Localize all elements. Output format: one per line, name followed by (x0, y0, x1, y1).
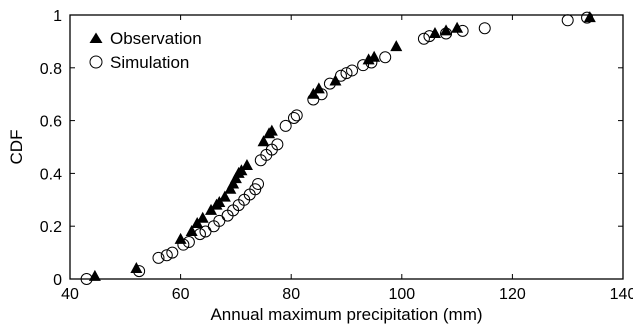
legend-observation-label: Observation (110, 29, 202, 48)
x-tick-label: 140 (610, 286, 633, 303)
axis-ticks: 40 60 80 100 120 140 0 0.2 0.4 0.6 0.8 1 (40, 8, 633, 303)
simulation-point (152, 251, 165, 264)
y-axis-label: CDF (7, 130, 26, 165)
observation-point (257, 135, 270, 147)
simulation-point (279, 119, 292, 132)
simulation-point (160, 249, 173, 262)
legend: Observation Simulation (89, 29, 202, 72)
observation-point (218, 190, 231, 202)
observation-point (329, 74, 342, 86)
observation-point (130, 261, 143, 273)
observation-point (583, 11, 596, 23)
legend-simulation-label: Simulation (110, 53, 189, 72)
y-tick-label: 0.4 (40, 166, 62, 183)
simulation-point (379, 51, 392, 64)
observation-point (185, 224, 198, 236)
observation-point (240, 158, 253, 170)
simulation-point (417, 32, 430, 45)
simulation-point (287, 111, 300, 124)
observation-point (428, 26, 441, 38)
legend-simulation-marker (89, 55, 103, 69)
observation-point (368, 50, 381, 62)
observation-point (312, 82, 325, 94)
y-tick-label: 0 (53, 272, 62, 289)
simulation-point (252, 177, 265, 190)
observation-point (390, 40, 403, 52)
y-tick-label: 0.6 (40, 114, 62, 131)
observation-point (451, 21, 464, 33)
data-points (80, 11, 596, 285)
y-tick-label: 0.2 (40, 219, 62, 236)
observation-point (174, 232, 187, 244)
simulation-point (357, 59, 370, 72)
simulation-point (561, 14, 574, 27)
x-tick-label: 40 (61, 286, 79, 303)
x-axis-label: Annual maximum precipitation (mm) (210, 305, 482, 324)
x-tick-label: 100 (388, 286, 415, 303)
simulation-point (166, 246, 179, 259)
x-tick-label: 80 (282, 286, 300, 303)
observation-point (265, 124, 278, 136)
simulation-point (346, 64, 359, 77)
x-tick-label: 60 (172, 286, 190, 303)
observation-point (196, 211, 209, 223)
plot-frame (69, 14, 624, 280)
simulation-point (271, 138, 284, 151)
legend-observation-marker (89, 32, 103, 43)
x-tick-label: 120 (499, 286, 526, 303)
y-tick-label: 0.8 (40, 61, 62, 78)
y-tick-label: 1 (53, 8, 62, 25)
observation-point (88, 269, 101, 281)
simulation-point (340, 67, 353, 80)
observation-point (440, 24, 453, 36)
simulation-point (290, 109, 303, 122)
simulation-point (478, 22, 491, 35)
